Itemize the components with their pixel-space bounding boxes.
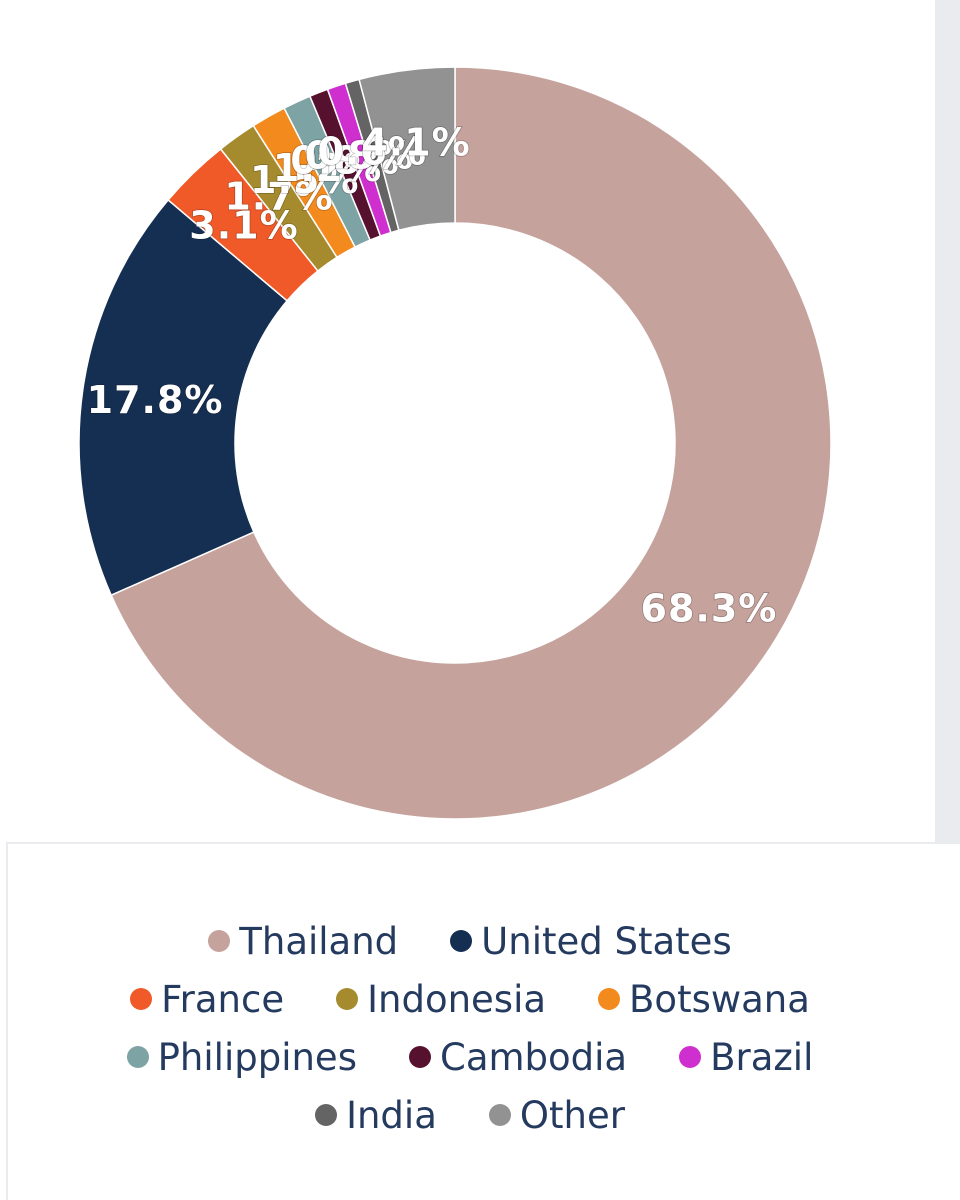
legend-label: United States — [481, 919, 732, 963]
legend-label: Cambodia — [439, 1035, 628, 1079]
legend-dot-icon — [208, 930, 231, 952]
legend-label: Other — [519, 1093, 625, 1137]
chart-legend: Thailand United States France Indonesia Bots… — [60, 912, 880, 1144]
legend-item-france[interactable]: France — [130, 981, 284, 1018]
legend-item-other[interactable]: Other — [488, 1093, 625, 1137]
slice-label-united-states: 17.8% — [87, 378, 224, 422]
legend-label: Indonesia — [367, 977, 547, 1021]
legend-label: Botswana — [629, 977, 810, 1021]
legend-dot-icon — [126, 1046, 149, 1068]
legend-label: France — [161, 977, 285, 1021]
legend-dot-icon — [336, 988, 359, 1010]
legend-row: France Indonesia Botswana — [60, 970, 880, 1028]
legend-label: Brazil — [710, 1035, 814, 1079]
legend-item-thailand[interactable]: Thailand — [208, 923, 398, 960]
legend-row: Philippines Cambodia Brazil — [60, 1028, 880, 1086]
donut-chart: 68.3% 17.8% 3.1%1.7%1.5%1.2%0.8%0.8%0.6%4.… — [78, 66, 832, 820]
legend-item-united-states[interactable]: United States — [450, 923, 732, 960]
slice-label-india: 0.6% — [318, 130, 427, 174]
donut-slice-thailand[interactable] — [110, 66, 832, 820]
donut-slices — [78, 66, 832, 820]
legend-item-brazil[interactable]: Brazil — [679, 1039, 813, 1076]
legend-item-indonesia[interactable]: Indonesia — [336, 981, 546, 1018]
legend-dot-icon — [408, 1046, 431, 1068]
legend-row: Thailand United States — [60, 912, 880, 970]
slice-label-thailand: 68.3% — [641, 586, 778, 630]
legend-panel — [6, 842, 960, 1200]
legend-label: Thailand — [239, 919, 399, 963]
legend-dot-icon — [598, 988, 621, 1010]
donut-slice-united-states[interactable] — [78, 198, 289, 597]
legend-dot-icon — [488, 1104, 511, 1126]
legend-dot-icon — [315, 1104, 338, 1126]
slice-label-france: 3.1% — [189, 204, 298, 248]
legend-row: India Other — [60, 1086, 880, 1144]
legend-item-cambodia[interactable]: Cambodia — [408, 1035, 628, 1079]
legend-dot-icon — [450, 930, 473, 952]
legend-label: Philippines — [157, 1035, 357, 1079]
legend-dot-icon — [130, 988, 153, 1010]
legend-label: India — [346, 1093, 437, 1137]
donut-slice-labels: 68.3% 17.8% 3.1%1.7%1.5%1.2%0.8%0.8%0.6%4.… — [86, 120, 778, 631]
scroll-gutter — [935, 0, 960, 842]
slice-label-other: 4.1% — [361, 121, 470, 165]
donut-slice-other[interactable] — [358, 66, 456, 232]
legend-dot-icon — [679, 1046, 702, 1068]
legend-item-botswana[interactable]: Botswana — [598, 981, 810, 1018]
slice-label-brazil: 0.8% — [305, 133, 414, 177]
slice-label-philippines: 1.2% — [273, 146, 382, 190]
slice-label-indonesia: 1.7% — [224, 174, 333, 218]
slice-label-cambodia: 0.8% — [290, 139, 399, 183]
legend-item-india[interactable]: India — [315, 1097, 437, 1134]
slice-label-botswana: 1.5% — [250, 158, 359, 202]
legend-item-philippines[interactable]: Philippines — [126, 1035, 357, 1079]
